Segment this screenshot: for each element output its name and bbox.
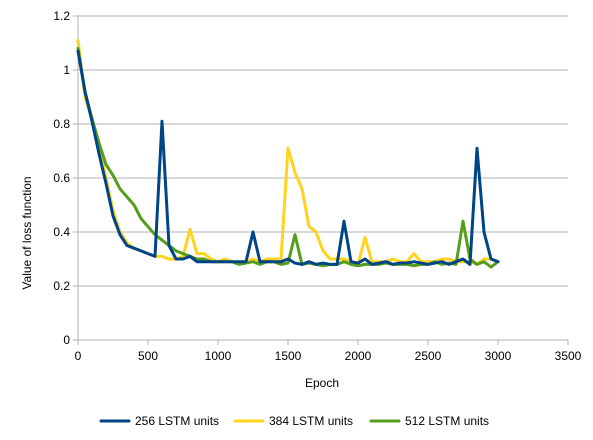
- y-tick-label: 1.2: [53, 9, 70, 23]
- y-tick-label: 0.4: [53, 225, 70, 239]
- y-axis-title: Value of loss function: [20, 176, 34, 289]
- y-tick-labels: 0 0.2 0.4 0.6 0.8 1 1.2: [53, 9, 70, 347]
- axes: [73, 15, 569, 345]
- x-tick-label: 0: [75, 349, 82, 363]
- y-tick-label: 0.2: [53, 279, 70, 293]
- x-tick-label: 3500: [555, 349, 582, 363]
- y-tick-label: 1: [63, 63, 70, 77]
- legend-label-2: 384 LSTM units: [269, 414, 353, 428]
- series-lines: [76, 38, 500, 269]
- x-tick-label: 1500: [275, 349, 302, 363]
- y-tick-label: 0: [63, 333, 70, 347]
- x-tick-label: 1000: [205, 349, 232, 363]
- x-tick-label: 2500: [415, 349, 442, 363]
- x-tick-label: 2000: [345, 349, 372, 363]
- x-tick-labels: 0 500 1000 1500 2000 2500 3000 3500: [75, 349, 582, 363]
- x-tick-label: 500: [138, 349, 158, 363]
- y-tick-label: 0.8: [53, 117, 70, 131]
- y-tick-label: 0.6: [53, 171, 70, 185]
- legend-label-1: 256 LSTM units: [135, 414, 219, 428]
- legend: 256 LSTM units 384 LSTM units 512 LSTM uni…: [99, 414, 489, 428]
- x-tick-label: 3000: [485, 349, 512, 363]
- legend-label-3: 512 LSTM units: [405, 414, 489, 428]
- x-axis-title: Epoch: [305, 376, 339, 390]
- series-line-1: [76, 49, 500, 266]
